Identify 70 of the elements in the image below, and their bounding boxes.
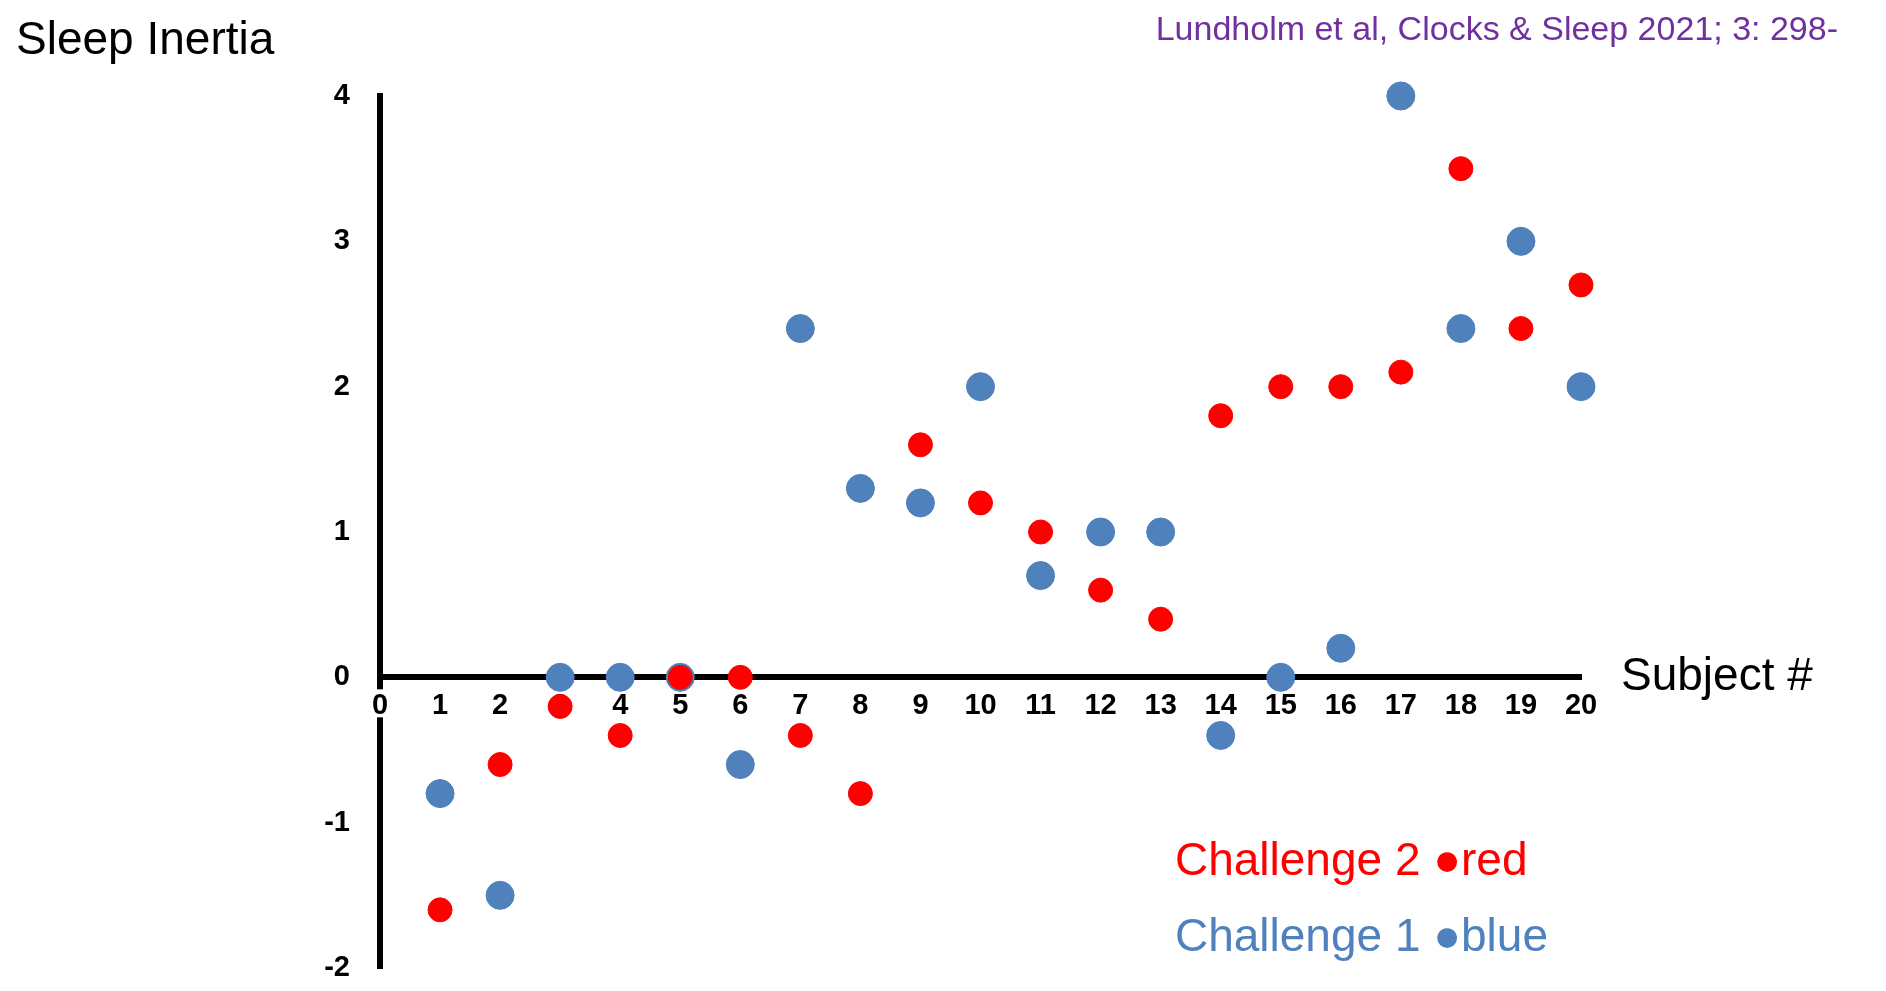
x-tick-label: 14 (1204, 687, 1237, 720)
point (845, 473, 875, 503)
x-tick-label: 13 (1144, 687, 1177, 720)
x-tick-label: 11 (1025, 687, 1056, 720)
point (485, 880, 515, 910)
point (1086, 517, 1116, 547)
x-tick-label: 0 (371, 687, 389, 720)
point (1386, 81, 1416, 111)
point (1266, 662, 1296, 692)
x-tick-label: 17 (1384, 687, 1417, 720)
x-tick-label: 7 (792, 687, 809, 720)
point (1268, 374, 1294, 400)
x-tick-label: 20 (1564, 687, 1598, 720)
point (547, 693, 573, 719)
point (545, 662, 575, 692)
y-tick-label: 1 (333, 514, 350, 546)
x-tick-label: 6 (732, 687, 749, 720)
point (1148, 606, 1174, 632)
point (1088, 577, 1114, 603)
x-tick-label: 8 (852, 687, 869, 720)
x-tick-label: 5 (672, 687, 689, 720)
y-tick-label: 3 (333, 223, 350, 256)
point (487, 752, 513, 778)
x-tick-label: 1 (431, 687, 449, 720)
y-tick-label: 2 (333, 368, 350, 401)
point (1568, 272, 1594, 298)
point (727, 664, 753, 690)
point (1326, 633, 1356, 663)
point (1206, 720, 1236, 750)
x-tick-label: 10 (964, 687, 997, 720)
point (907, 432, 933, 458)
point (1028, 519, 1054, 545)
point (427, 897, 453, 923)
x-tick-label: 12 (1084, 687, 1117, 720)
point (1208, 403, 1234, 429)
y-axis-title: Sleep Inertia (16, 11, 275, 64)
point (1566, 372, 1596, 402)
x-tick-label: 16 (1324, 687, 1357, 720)
point (966, 372, 995, 402)
y-tick-label: 0 (333, 659, 350, 692)
y-tick-label: -1 (324, 804, 350, 837)
point (605, 662, 635, 692)
point (1506, 226, 1536, 256)
point (847, 781, 873, 807)
y-tick-label: -2 (324, 950, 350, 982)
point (1026, 561, 1056, 591)
x-tick-label: 4 (612, 687, 629, 720)
point (725, 750, 755, 780)
point (785, 314, 815, 344)
x-tick-label: 15 (1264, 687, 1297, 720)
point (1388, 359, 1414, 385)
point (1146, 517, 1176, 547)
point (787, 722, 813, 748)
text: Challenge 1 ●blue (1174, 908, 1548, 963)
x-axis-title: Subject # (1621, 648, 1814, 701)
point (968, 490, 993, 516)
x-tick-label: 2 (492, 687, 509, 720)
point (1508, 316, 1534, 342)
x-tick-label: 18 (1444, 687, 1478, 720)
point (425, 779, 455, 809)
point (1446, 314, 1476, 344)
point (607, 722, 633, 748)
point (1448, 156, 1474, 182)
text: Lundholm et al, Clocks & Sleep 2021; 3: 298- (1155, 9, 1838, 48)
y-tick-label: 4 (333, 78, 350, 110)
x-tick-label: 9 (912, 687, 929, 720)
point (905, 488, 935, 518)
x-tick-label: 19 (1504, 687, 1538, 720)
text: Challenge 2 ●red (1174, 832, 1529, 887)
point (1328, 374, 1354, 400)
